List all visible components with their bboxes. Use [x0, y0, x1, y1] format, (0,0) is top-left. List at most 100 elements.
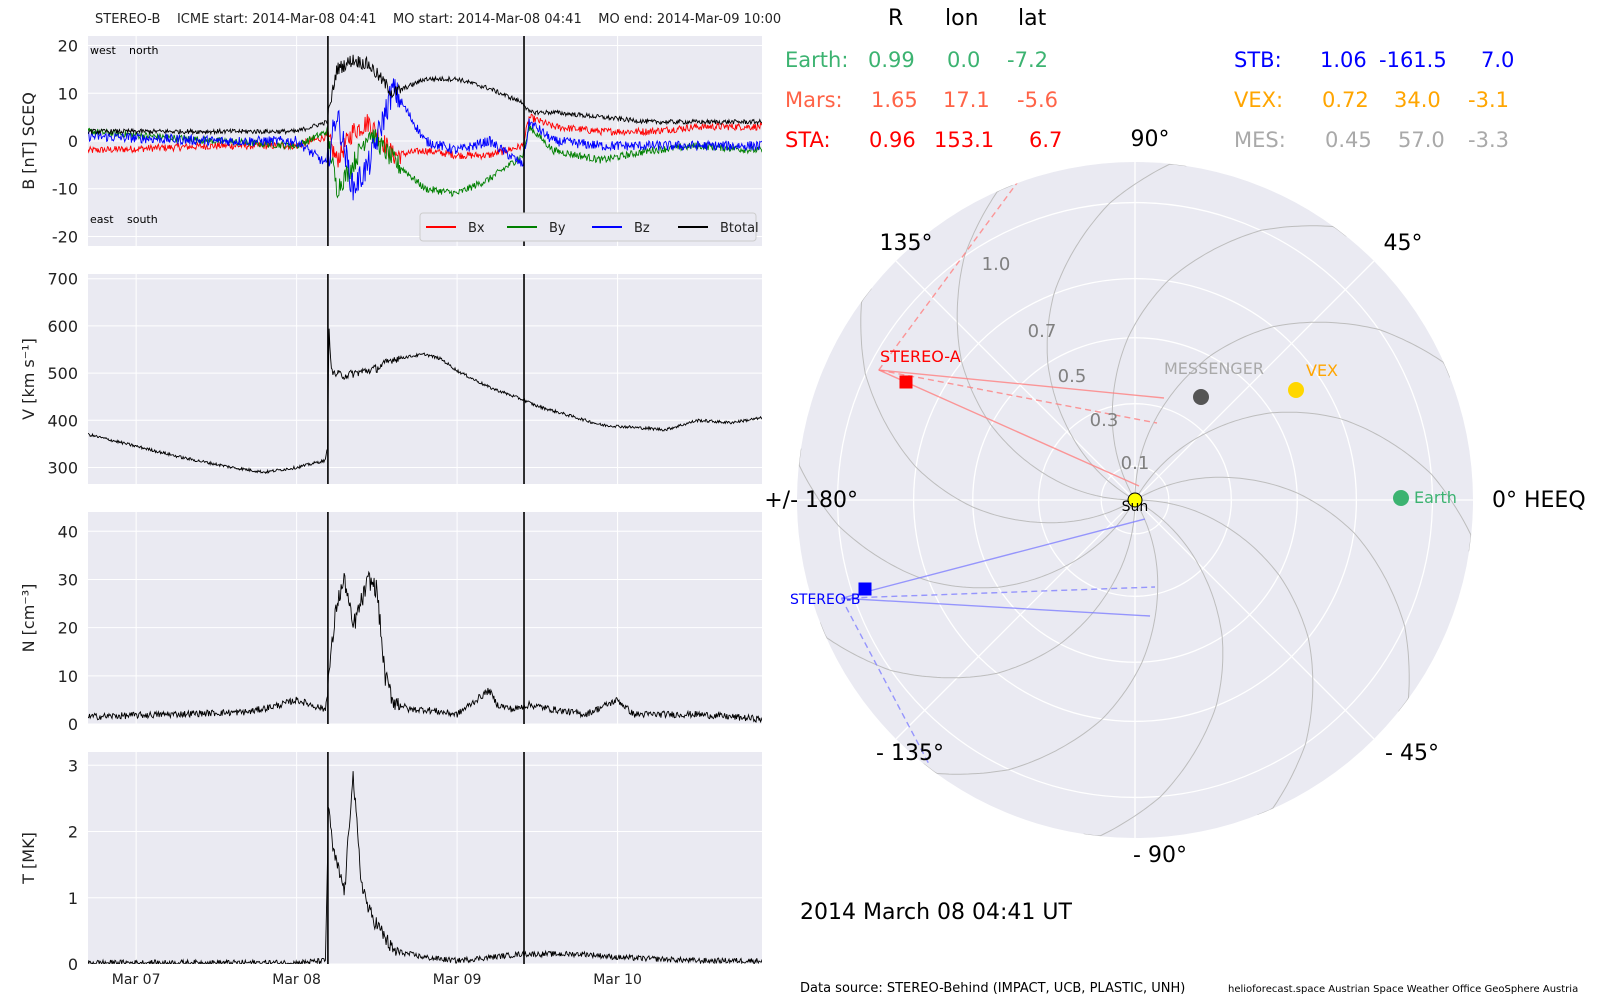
parker-spiral: [1134, 411, 1472, 552]
y-tick-label: -20: [52, 227, 78, 246]
polar-spoke: [895, 499, 1136, 740]
polar-spoke: [1134, 499, 1375, 740]
polar-angle-label: - 135°: [876, 741, 944, 766]
stereo-a-fov-line: [878, 369, 1158, 424]
mars-lat: -5.6: [1017, 88, 1058, 112]
polar-angle-label: 90°: [1131, 127, 1170, 152]
sun-marker: [1127, 492, 1143, 508]
spacecraft-name: STEREO-B: [95, 12, 161, 27]
y-tick-label: 40: [58, 522, 78, 541]
stereo-b-fov-line: [841, 597, 1151, 617]
corner-label-east: east: [90, 213, 114, 226]
polar-angle-label: 135°: [880, 231, 933, 256]
header-r: R: [888, 6, 904, 31]
parker-spiral: [1111, 225, 1347, 501]
series-line-bx: [88, 113, 762, 168]
vex-lat: -3.1: [1468, 88, 1509, 112]
y-axis-label: V [km s⁻¹]: [19, 338, 38, 420]
polar-angle-label: 0° HEEQ: [1492, 488, 1586, 513]
stereo-b-fov-line: [840, 597, 931, 767]
parker-spiral: [1135, 499, 1314, 816]
corner-label-south: south: [127, 213, 158, 226]
plot-area: [88, 512, 762, 724]
polar-angle-label: +/- 180°: [764, 488, 858, 513]
parker-spiral: [923, 499, 1159, 775]
header-lat: lat: [1018, 6, 1047, 31]
polar-r-tick-label: 0.5: [1058, 366, 1087, 387]
stb-lon: -161.5: [1379, 48, 1447, 72]
legend-box: [419, 212, 757, 242]
polar-spoke: [1134, 260, 1375, 501]
series-line-bz: [88, 78, 762, 201]
stereo-a-fov-line: [878, 182, 1018, 371]
series-line-v: [88, 328, 762, 475]
y-tick-label: 0: [68, 715, 78, 734]
panel-magnetic-field: -20 -10 0 10 20 B [nT] SCEQ west north east south…: [19, 36, 762, 246]
vex-r: 0.72: [1322, 88, 1369, 112]
mars-lon: 17.1: [943, 88, 990, 112]
earth-lon: 0.0: [947, 48, 981, 72]
panel-speed: 300 400 500 600 700 V [km s⁻¹]: [19, 270, 762, 484]
data-source: Data source: STEREO-Behind (IMPACT, UCB,…: [800, 981, 1186, 996]
y-tick-label: 3: [68, 756, 78, 775]
mes-label: MES:: [1234, 128, 1286, 152]
y-tick-label: 30: [58, 570, 78, 589]
y-tick-label: 10: [58, 667, 78, 686]
event-time: 2014 March 08 04:41 UT: [800, 900, 1072, 925]
stereo-a-marker: [899, 375, 913, 389]
parker-spiral: [1134, 476, 1410, 712]
panel-polar-positions: 0.1 0.3 0.5 0.7 1.0 0° HEEQ 45° 90° 135° +/- 180°…: [764, 127, 1585, 868]
series-line-t: [88, 771, 762, 964]
stereo-a-fov-line: [878, 369, 1165, 399]
timeseries-title: STEREO-B ICME start: 2014-Mar-08 04:41 M…: [95, 12, 781, 27]
sta-r: 0.96: [869, 128, 916, 152]
stereo-a-fov-line: [878, 369, 1140, 487]
y-tick-label: 1: [68, 889, 78, 908]
y-tick-label: 0: [68, 132, 78, 151]
parker-spiral: [1083, 499, 1224, 837]
polar-angle-label: 45°: [1384, 231, 1423, 256]
series-line-by: [88, 124, 762, 199]
y-tick-label: 600: [47, 317, 78, 336]
polar-r-tick-label: 0.1: [1121, 453, 1150, 474]
vex-label: VEX:: [1234, 88, 1284, 112]
polar-angle-label: - 45°: [1385, 741, 1439, 766]
vex-label: VEX: [1306, 361, 1338, 380]
sta-label: STA:: [785, 128, 831, 152]
y-tick-label: 400: [47, 411, 78, 430]
polar-inner: [797, 162, 1473, 838]
credits: helioforecast.space Austrian Space Weath…: [1228, 984, 1579, 995]
earth-r: 0.99: [868, 48, 915, 72]
earth-label: Earth: [1414, 488, 1457, 507]
y-axis-label: T [MK]: [19, 832, 38, 885]
legend-label-btotal: Btotal: [720, 221, 759, 236]
earth-marker: [1393, 490, 1409, 506]
legend-label-bz: Bz: [634, 221, 650, 236]
stereo-b-fov-line: [841, 586, 1156, 599]
earth-lat: -7.2: [1007, 48, 1048, 72]
earth-label: Earth:: [785, 48, 849, 72]
y-axis-label: N [cm⁻³]: [19, 584, 38, 653]
y-tick-label: 500: [47, 364, 78, 383]
messenger-label: MESSENGER: [1164, 359, 1264, 378]
stb-lat: 7.0: [1481, 48, 1515, 72]
legend-label-bx: Bx: [468, 221, 485, 236]
stereo-a-label: STEREO-A: [880, 347, 961, 366]
y-tick-label: 2: [68, 823, 78, 842]
mes-r: 0.45: [1325, 128, 1372, 152]
parker-spiral: [819, 500, 1136, 679]
y-tick-label: 300: [47, 458, 78, 477]
polar-spoke: [895, 260, 1136, 501]
y-axis-label: B [nT] SCEQ: [19, 92, 38, 190]
x-tick-label: Mar 09: [433, 972, 482, 988]
vex-lon: 34.0: [1394, 88, 1441, 112]
stereo-b-label: STEREO-B: [790, 592, 860, 608]
legend-label-by: By: [549, 221, 566, 236]
vex-marker: [1288, 382, 1304, 398]
x-tick-label: Mar 10: [593, 972, 642, 988]
x-tick-label: Mar 08: [272, 972, 321, 988]
polar-r-tick-label: 1.0: [982, 254, 1011, 275]
polar-r-tick-label: 0.3: [1090, 410, 1119, 431]
icme-start-label: ICME start: 2014-Mar-08 04:41: [176, 12, 377, 27]
messenger-marker: [1193, 389, 1209, 405]
